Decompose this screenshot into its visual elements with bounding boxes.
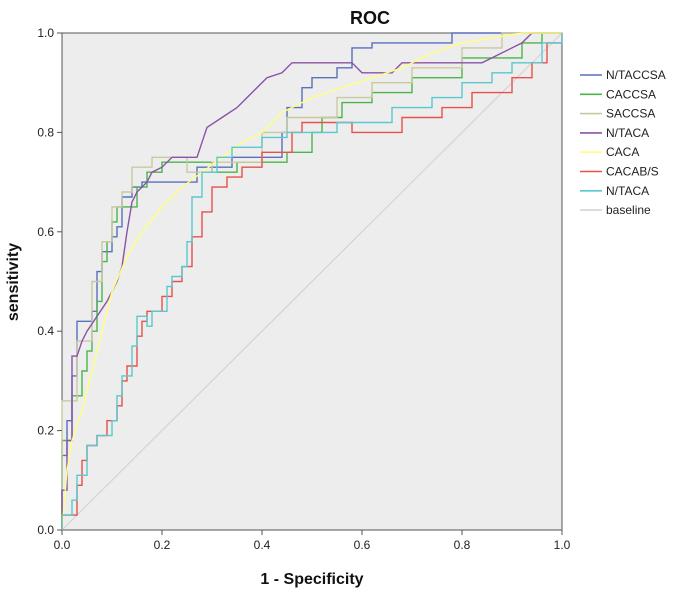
legend-label: N/TACCSA — [606, 68, 666, 82]
x-tick-label: 0.4 — [254, 538, 271, 552]
x-tick-label: 0.0 — [54, 538, 71, 552]
legend-label: N/TACA — [606, 184, 649, 198]
x-tick-label: 0.6 — [354, 538, 371, 552]
chart-title: ROC — [350, 8, 390, 28]
x-tick-label: 0.8 — [454, 538, 471, 552]
series-layer — [61, 32, 563, 531]
y-tick-label: 0.4 — [37, 324, 54, 338]
y-tick-label: 0.2 — [37, 424, 54, 438]
x-axis-title: 1 - Specificity — [260, 571, 363, 588]
series-line-caccsa-1 — [61, 32, 562, 530]
y-tick-label: 0.0 — [37, 523, 54, 537]
axes-layer: 0.0 0.2 0.4 0.6 0.8 1.0 0.0 0.2 0.4 0.6 0.8 1.0 — [37, 26, 570, 552]
legend-item: CACCSA — [580, 87, 656, 101]
y-tick-label: 1.0 — [37, 26, 54, 40]
legend-label: CACAB/S — [606, 165, 659, 179]
legend-item: CACAB/S — [580, 165, 659, 179]
legend-item: SACCSA — [580, 107, 655, 121]
series-line-cacab-s-5 — [61, 33, 563, 530]
legend-item: baseline — [580, 203, 651, 217]
legend: N/TACCSA CACCSA SACCSA N/TACA CACA CACAB/S N/T… — [580, 68, 666, 217]
y-axis-title: sensitivity — [5, 243, 22, 321]
legend-label: baseline — [606, 203, 651, 217]
legend-label: N/TACA — [606, 126, 649, 140]
legend-label: SACCSA — [606, 107, 655, 121]
legend-label: CACCSA — [606, 87, 656, 101]
series-line-saccsa-2 — [61, 32, 562, 530]
legend-label: CACA — [606, 145, 639, 159]
series-line-baseline-7 — [61, 32, 563, 531]
x-tick-label: 1.0 — [554, 538, 571, 552]
legend-item: N/TACCSA — [580, 68, 666, 82]
legend-item: CACA — [580, 145, 639, 159]
y-tick-label: 0.8 — [37, 125, 54, 139]
legend-item: N/TACA — [580, 126, 649, 140]
legend-item: N/TACA — [580, 184, 649, 198]
x-tick-label: 0.2 — [154, 538, 171, 552]
series-line-n-taca-6 — [61, 33, 563, 530]
y-tick-label: 0.6 — [37, 225, 54, 239]
